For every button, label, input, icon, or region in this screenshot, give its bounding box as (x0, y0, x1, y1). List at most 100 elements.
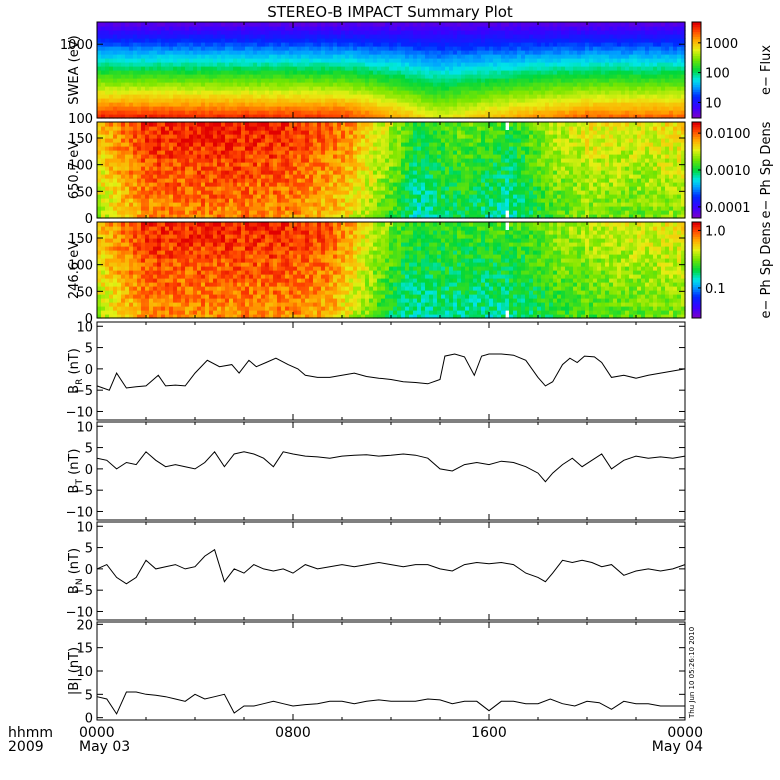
swea-cell (141, 102, 146, 107)
pad650-cell (205, 198, 210, 203)
pad650-cell (253, 150, 258, 155)
pad650-cell (161, 122, 166, 127)
swea-cell (345, 110, 350, 115)
swea-cell (145, 62, 150, 67)
pad650-cell (105, 186, 110, 191)
swea-cell (401, 106, 406, 111)
swea-cell (641, 98, 646, 103)
swea-cell (673, 110, 678, 115)
swea-cell (241, 42, 246, 47)
pad650-cell (105, 166, 110, 171)
pad650-cell (225, 194, 230, 199)
swea-cell (597, 114, 602, 119)
pad650-cell (269, 186, 274, 191)
swea-cell (673, 114, 678, 119)
swea-cell (153, 58, 158, 63)
swea-cell (309, 82, 314, 87)
pad650-cell (97, 158, 102, 163)
swea-cell (193, 54, 198, 59)
swea-cell (469, 26, 474, 31)
swea-cell (229, 86, 234, 91)
pad650-cell (169, 186, 174, 191)
pad650-cell (269, 198, 274, 203)
pad650-cell (277, 154, 282, 159)
swea-cell (249, 30, 254, 35)
swea-cell (189, 26, 194, 31)
swea-cell (413, 70, 418, 75)
swea-cell (241, 74, 246, 79)
pad650-cell (161, 158, 166, 163)
swea-cell (309, 34, 314, 39)
swea-cell (613, 74, 618, 79)
pad650-cell (317, 178, 322, 183)
swea-cell (405, 106, 410, 111)
swea-cell (165, 70, 170, 75)
swea-cell (145, 110, 150, 115)
swea-cell (161, 66, 166, 71)
swea-cell (301, 62, 306, 67)
pad650-cell (241, 142, 246, 147)
swea-cell (445, 38, 450, 43)
swea-cell (605, 46, 610, 51)
pad650-cell (209, 206, 214, 211)
swea-cell (353, 38, 358, 43)
swea-cell (601, 78, 606, 83)
swea-cell (661, 90, 666, 95)
swea-cell (261, 22, 266, 27)
swea-cell (265, 94, 270, 99)
pad650-cell (269, 162, 274, 167)
pad650-cell (213, 174, 218, 179)
pad650-cell (201, 178, 206, 183)
swea-cell (637, 62, 642, 67)
swea-cell (573, 86, 578, 91)
pad650-cell (105, 178, 110, 183)
pad650-cell (137, 150, 142, 155)
swea-cell (161, 54, 166, 59)
pad650-cell (281, 146, 286, 151)
swea-cell (573, 42, 578, 47)
swea-cell (481, 74, 486, 79)
swea-cell (225, 50, 230, 55)
pad650-cell (173, 174, 178, 179)
pad650-cell (137, 158, 142, 163)
pad650-cell (217, 158, 222, 163)
swea-cell (485, 110, 490, 115)
swea-cell (469, 114, 474, 119)
swea-cell (417, 46, 422, 51)
swea-cell (461, 86, 466, 91)
pad650-cell (189, 202, 194, 207)
swea-cell (369, 54, 374, 59)
pad650-cell (165, 186, 170, 191)
swea-colorbar-step (692, 70, 701, 73)
swea-cell (585, 46, 590, 51)
pad650-cell (213, 162, 218, 167)
swea-cell (589, 42, 594, 47)
swea-cell (601, 54, 606, 59)
swea-cell (417, 86, 422, 91)
swea-cell (469, 66, 474, 71)
pad650-cell (237, 182, 242, 187)
swea-cell (545, 94, 550, 99)
swea-cell (177, 102, 182, 107)
swea-cell (217, 74, 222, 79)
swea-cell (445, 58, 450, 63)
swea-cell (113, 42, 118, 47)
swea-cell (625, 54, 630, 59)
swea-cell (597, 110, 602, 115)
swea-cell (617, 102, 622, 107)
pad650-cell (269, 126, 274, 131)
pad650-cell (193, 174, 198, 179)
swea-cell (401, 78, 406, 83)
swea-cell (489, 94, 494, 99)
swea-cell (173, 66, 178, 71)
swea-cell (201, 114, 206, 119)
swea-cell (401, 114, 406, 119)
swea-cell (281, 114, 286, 119)
swea-cell (205, 22, 210, 27)
swea-cell (305, 50, 310, 55)
pad650-cell (101, 194, 106, 199)
swea-cell (257, 74, 262, 79)
swea-cell (581, 90, 586, 95)
swea-cell (561, 42, 566, 47)
swea-cell (433, 34, 438, 39)
